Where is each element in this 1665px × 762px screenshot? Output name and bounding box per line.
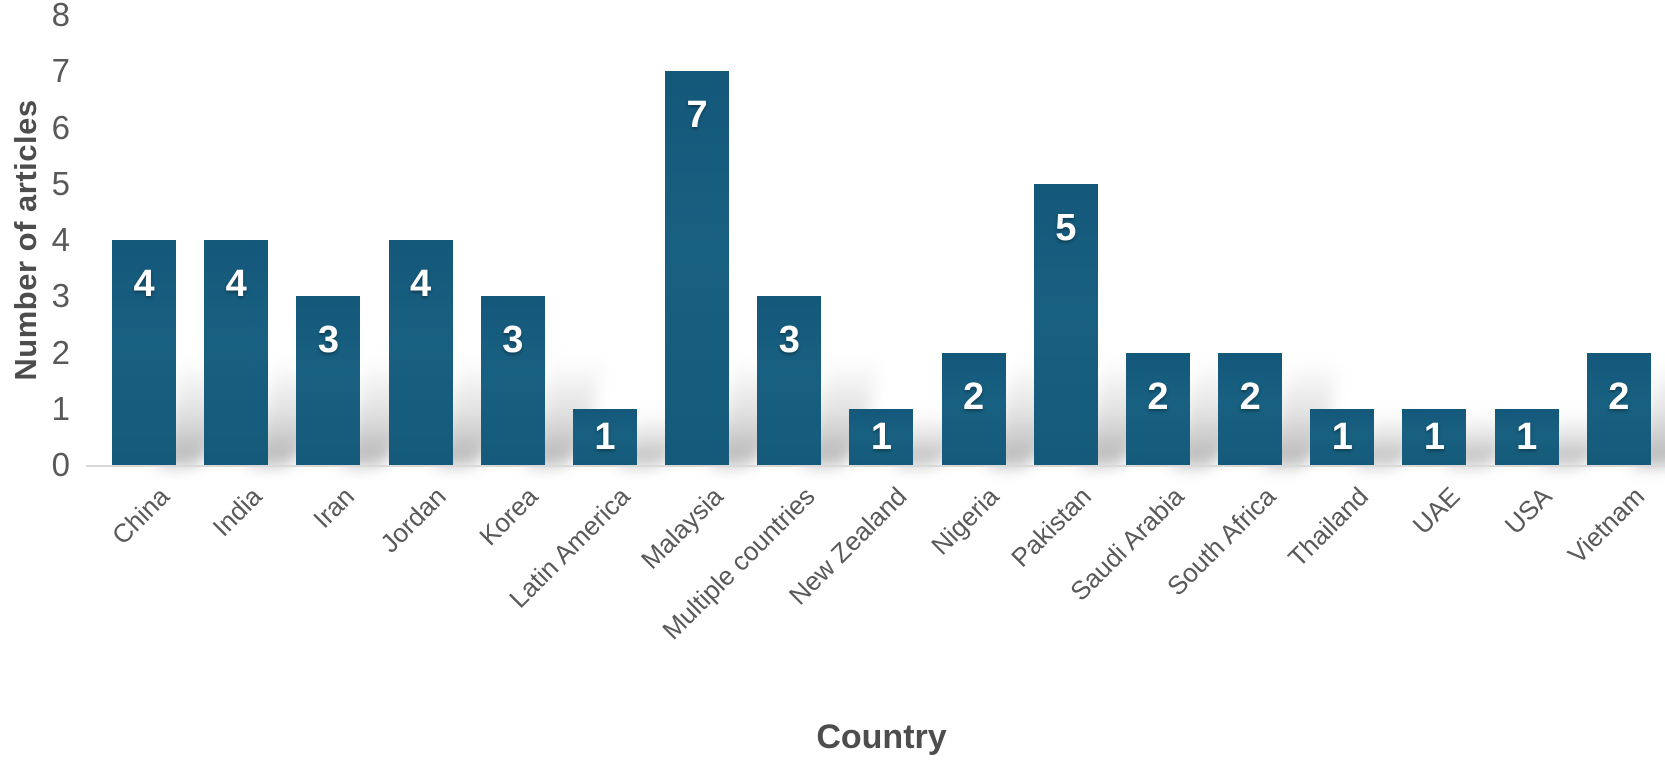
bar-slot: 3 xyxy=(282,0,419,465)
bar-slot: 5 xyxy=(1020,0,1157,465)
bar-value-label: 7 xyxy=(686,94,708,137)
x-axis-line xyxy=(86,465,1665,467)
x-tick-slot: South Africa xyxy=(1161,465,1296,685)
y-tick-label: 4 xyxy=(51,221,70,258)
x-tick-label: China xyxy=(106,481,176,551)
x-tick-label: Nigeria xyxy=(925,481,1005,561)
bar-vietnam: 2 xyxy=(1586,352,1651,465)
x-tick-slot: China xyxy=(98,465,190,685)
bar-new-zealand: 1 xyxy=(849,408,914,465)
y-tick-label: 8 xyxy=(51,0,70,33)
bar-slot: 4 xyxy=(375,0,512,465)
y-tick-label: 2 xyxy=(51,333,70,371)
bar-south-africa: 2 xyxy=(1218,352,1283,465)
bar-slot: 1 xyxy=(835,0,961,465)
bar-slot: 4 xyxy=(190,0,327,465)
bar-value-label: 3 xyxy=(317,319,339,362)
bar-value-label: 1 xyxy=(594,415,616,458)
bar-malaysia: 7 xyxy=(665,71,730,465)
bar-value-label: 2 xyxy=(963,375,985,418)
bar-slot: 1 xyxy=(1388,0,1514,465)
bar-value-label: 4 xyxy=(133,263,155,305)
x-tick-slot: USA xyxy=(1481,465,1573,685)
x-tick-slot: Vietnam xyxy=(1562,465,1665,685)
bar-iran: 3 xyxy=(296,296,361,465)
x-tick-label: Vietnam xyxy=(1561,481,1651,570)
x-tick-label: India xyxy=(206,481,268,543)
bar-value-label: 3 xyxy=(778,319,800,362)
bar-value-label: 1 xyxy=(1423,415,1446,458)
bar-slot: 7 xyxy=(651,0,788,465)
bar-slot: 1 xyxy=(1481,0,1606,465)
x-tick-slot: Thailand xyxy=(1282,465,1388,685)
bar-value-label: 3 xyxy=(502,319,524,362)
bar-slot: 2 xyxy=(1204,0,1341,465)
bar-latin-america: 1 xyxy=(572,408,637,465)
bar-uae: 1 xyxy=(1402,408,1467,465)
bar-value-label: 1 xyxy=(870,415,893,458)
plot-area: 4 4 3 4 3 1 7 3 1 2 5 2 2 1 1 1 2 xyxy=(98,0,1665,465)
y-tick-label: 6 xyxy=(51,108,70,146)
x-tick-slot: Iran xyxy=(282,465,374,685)
bar-korea: 3 xyxy=(480,296,545,465)
bar-saudi-arabia: 2 xyxy=(1125,352,1190,465)
y-tick-label: 3 xyxy=(51,277,70,315)
x-tick-slot: Jordan xyxy=(374,465,467,685)
bar-slot: 2 xyxy=(1573,0,1665,465)
x-tick-label: Thailand xyxy=(1281,481,1374,573)
x-tick-slot: Nigeria xyxy=(925,465,1020,685)
bar-value-label: 2 xyxy=(1608,375,1630,418)
bar-slot: 2 xyxy=(928,0,1064,465)
x-tick-label: Iran xyxy=(306,481,360,534)
y-tick-label: 5 xyxy=(51,164,70,202)
x-axis-title: Country xyxy=(816,718,947,756)
bar-slot: 1 xyxy=(559,0,684,465)
bar-value-label: 1 xyxy=(1516,415,1538,458)
x-tick-slot: UAE xyxy=(1388,465,1480,685)
bar-value-label: 4 xyxy=(225,263,247,305)
x-tick-slot: New Zealand xyxy=(783,465,927,685)
bar-usa: 1 xyxy=(1494,408,1559,465)
bar-value-label: 2 xyxy=(1147,375,1169,418)
y-tick-label: 7 xyxy=(51,52,70,90)
x-tick-slot: India xyxy=(190,465,282,685)
bar-value-label: 5 xyxy=(1055,206,1077,249)
x-tick-label: UAE xyxy=(1406,481,1466,541)
bar-slot: 3 xyxy=(467,0,604,465)
y-tick-label: 1 xyxy=(51,389,70,427)
bar-value-label: 1 xyxy=(1331,415,1353,458)
bar-nigeria: 2 xyxy=(941,352,1006,465)
bar-slot: 4 xyxy=(98,0,235,465)
bar-pakistan: 5 xyxy=(1033,183,1098,465)
x-tick-slot: Latin America xyxy=(504,465,651,685)
bar-india: 4 xyxy=(204,240,269,465)
x-axis-tick-labels: China India Iran Jordan Korea Latin America Ma… xyxy=(98,465,1665,685)
x-tick-label: Jordan xyxy=(374,481,452,559)
y-tick-label: 0 xyxy=(51,446,70,483)
x-tick-label: Pakistan xyxy=(1005,481,1098,573)
bar-slot: 3 xyxy=(743,0,880,465)
bar-slot: 1 xyxy=(1296,0,1422,465)
bar-slot: 2 xyxy=(1112,0,1248,465)
bar-multiple-countries: 3 xyxy=(757,296,822,465)
bar-jordan: 4 xyxy=(388,240,453,465)
bar-thailand: 1 xyxy=(1310,408,1375,465)
bar-china: 4 xyxy=(112,240,177,465)
x-tick-label: USA xyxy=(1498,481,1558,541)
bar-value-label: 4 xyxy=(410,263,432,305)
bar-value-label: 2 xyxy=(1239,375,1261,418)
x-tick-label: Korea xyxy=(473,481,544,552)
